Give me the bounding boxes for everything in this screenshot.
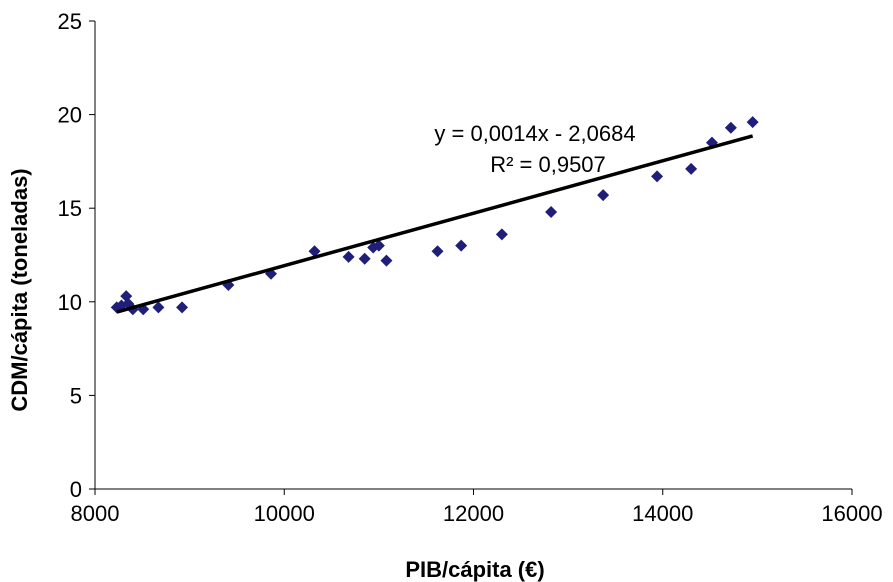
x-axis-ticks: 8000 10000 12000 14000 16000	[71, 489, 883, 526]
data-point	[308, 245, 321, 258]
data-point	[152, 301, 165, 314]
y-axis-title: CDM/cápita (toneladas)	[7, 168, 32, 411]
y-tick-label: 0	[70, 477, 82, 502]
plot-area: 0 5 10 15 20 25 8000 10000 12000 14000 16000	[58, 9, 883, 526]
data-point	[495, 228, 508, 241]
data-point	[685, 162, 698, 175]
y-axis-ticks: 0 5 10 15 20 25	[58, 9, 95, 502]
data-point	[176, 301, 189, 314]
x-tick-label: 8000	[71, 501, 120, 526]
y-tick-label: 25	[58, 9, 82, 34]
data-point	[342, 250, 355, 263]
data-point	[651, 170, 664, 183]
y-tick-label: 20	[58, 103, 82, 128]
y-tick-label: 10	[58, 290, 82, 315]
data-point	[545, 205, 558, 218]
x-tick-label: 16000	[821, 501, 882, 526]
trendline-equation: y = 0,0014x - 2,0684	[434, 121, 635, 146]
data-point	[380, 254, 393, 267]
data-point	[746, 116, 759, 129]
x-axis-title: PIB/cápita (€)	[405, 557, 544, 582]
data-point	[431, 245, 444, 258]
x-tick-label: 14000	[632, 501, 693, 526]
data-points	[110, 116, 759, 316]
x-tick-label: 12000	[443, 501, 504, 526]
data-point	[372, 239, 385, 252]
data-point	[455, 239, 468, 252]
y-tick-label: 15	[58, 196, 82, 221]
data-point	[597, 189, 610, 202]
y-tick-label: 5	[70, 383, 82, 408]
x-tick-label: 10000	[254, 501, 315, 526]
data-point	[724, 121, 737, 134]
trendline	[116, 134, 754, 314]
trendline-r-squared: R² = 0,9507	[490, 152, 606, 177]
data-point	[120, 290, 133, 303]
data-point	[358, 252, 371, 265]
